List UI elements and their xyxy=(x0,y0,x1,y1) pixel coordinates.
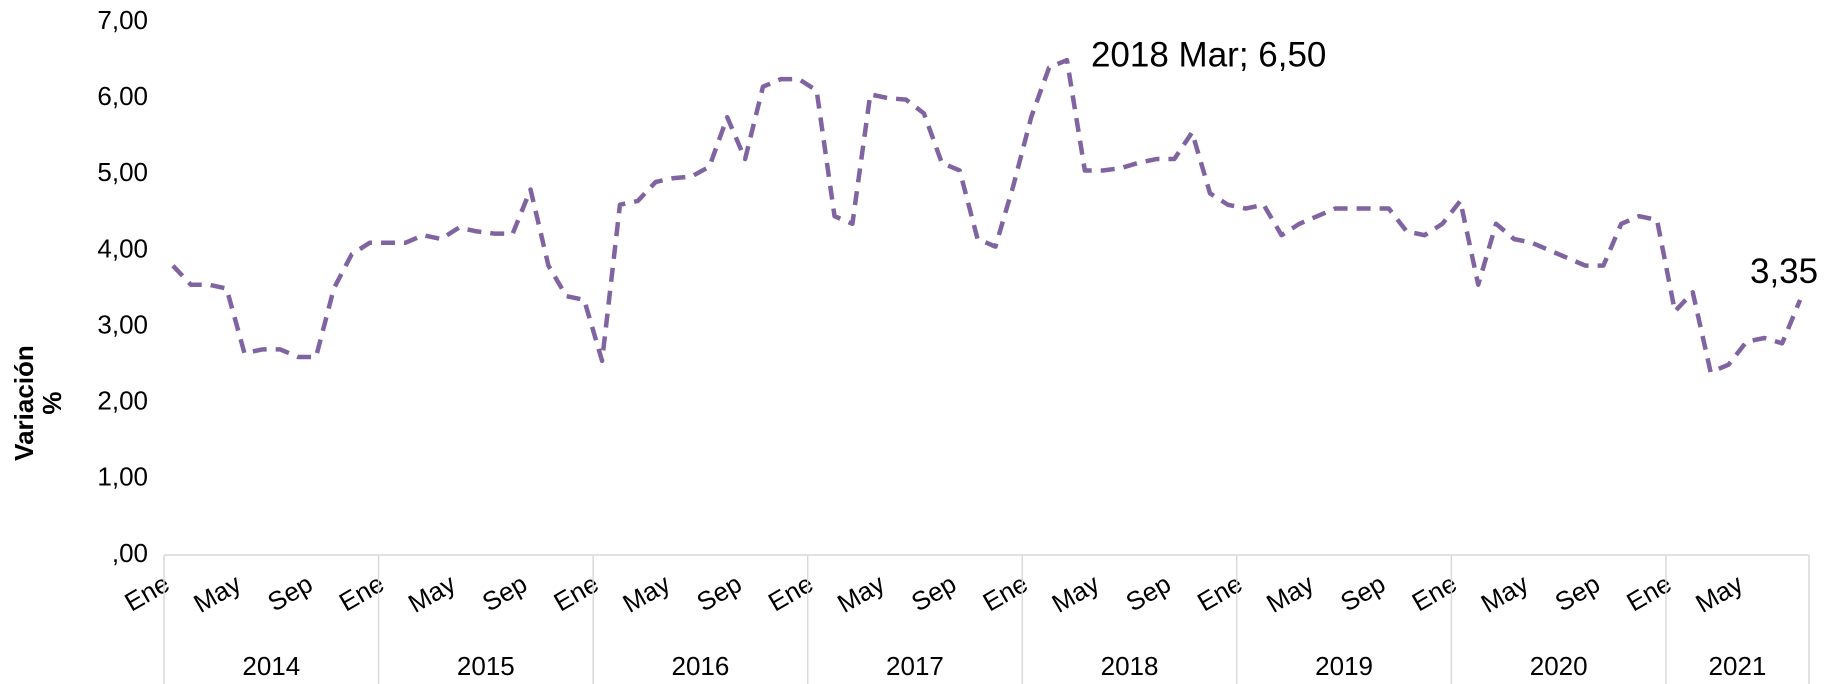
x-tick-label: May xyxy=(1047,568,1105,619)
y-tick-label: 1,00 xyxy=(97,462,148,492)
y-tick-label: 5,00 xyxy=(97,157,148,187)
year-label: 2015 xyxy=(457,651,515,681)
x-tick-label: Sep xyxy=(477,568,532,617)
year-label: 2020 xyxy=(1530,651,1588,681)
y-tick-label: 3,00 xyxy=(97,309,148,339)
year-label: 2014 xyxy=(242,651,300,681)
year-label: 2018 xyxy=(1101,651,1159,681)
x-tick-label: Sep xyxy=(262,568,317,617)
x-tick-label: Ene xyxy=(119,568,174,617)
x-tick-label: May xyxy=(832,568,890,619)
y-tick-label: 7,00 xyxy=(97,5,148,35)
data-label: 3,35 xyxy=(1750,252,1818,291)
x-tick-label: May xyxy=(188,568,246,619)
y-tick-label: 4,00 xyxy=(97,233,148,263)
x-tick-label: Sep xyxy=(1550,568,1605,617)
x-tick-label: Ene xyxy=(1621,568,1676,617)
x-tick-label: Ene xyxy=(1407,568,1462,617)
x-tick-label: Ene xyxy=(763,568,818,617)
x-tick-label: Sep xyxy=(692,568,747,617)
year-label: 2017 xyxy=(886,651,944,681)
x-tick-label: Sep xyxy=(1335,568,1390,617)
year-label: 2016 xyxy=(671,651,729,681)
x-tick-label: Ene xyxy=(549,568,604,617)
y-tick-label: 6,00 xyxy=(97,81,148,111)
x-tick-label: May xyxy=(1690,568,1748,619)
y-axis-label: Variación xyxy=(9,345,39,461)
x-tick-label: Sep xyxy=(906,568,961,617)
y-tick-label: ,00 xyxy=(112,538,148,568)
y-tick-label: 2,00 xyxy=(97,386,148,416)
data-line xyxy=(171,57,1803,375)
year-label: 2021 xyxy=(1709,651,1767,681)
data-label: 2018 Mar; 6,50 xyxy=(1091,35,1326,74)
x-tick-label: May xyxy=(1261,568,1319,619)
x-tick-label: Ene xyxy=(334,568,389,617)
x-tick-label: May xyxy=(618,568,676,619)
x-tick-label: May xyxy=(403,568,461,619)
y-axis-label: % xyxy=(37,391,67,414)
x-tick-label: Ene xyxy=(978,568,1033,617)
x-tick-label: Ene xyxy=(1192,568,1247,617)
year-label: 2019 xyxy=(1315,651,1373,681)
x-tick-label: Sep xyxy=(1121,568,1176,617)
x-tick-label: May xyxy=(1476,568,1534,619)
